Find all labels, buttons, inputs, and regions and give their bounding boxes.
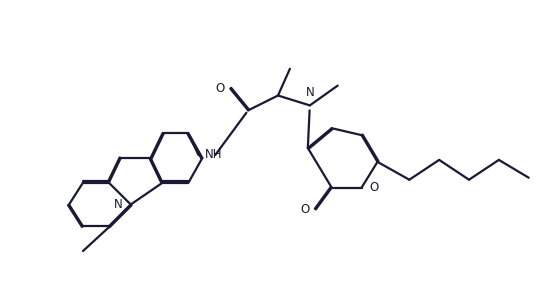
Text: NH: NH — [205, 148, 223, 162]
Text: N: N — [114, 198, 123, 211]
Text: O: O — [370, 181, 379, 194]
Text: N: N — [305, 86, 314, 100]
Text: O: O — [300, 203, 310, 216]
Text: O: O — [215, 82, 224, 95]
